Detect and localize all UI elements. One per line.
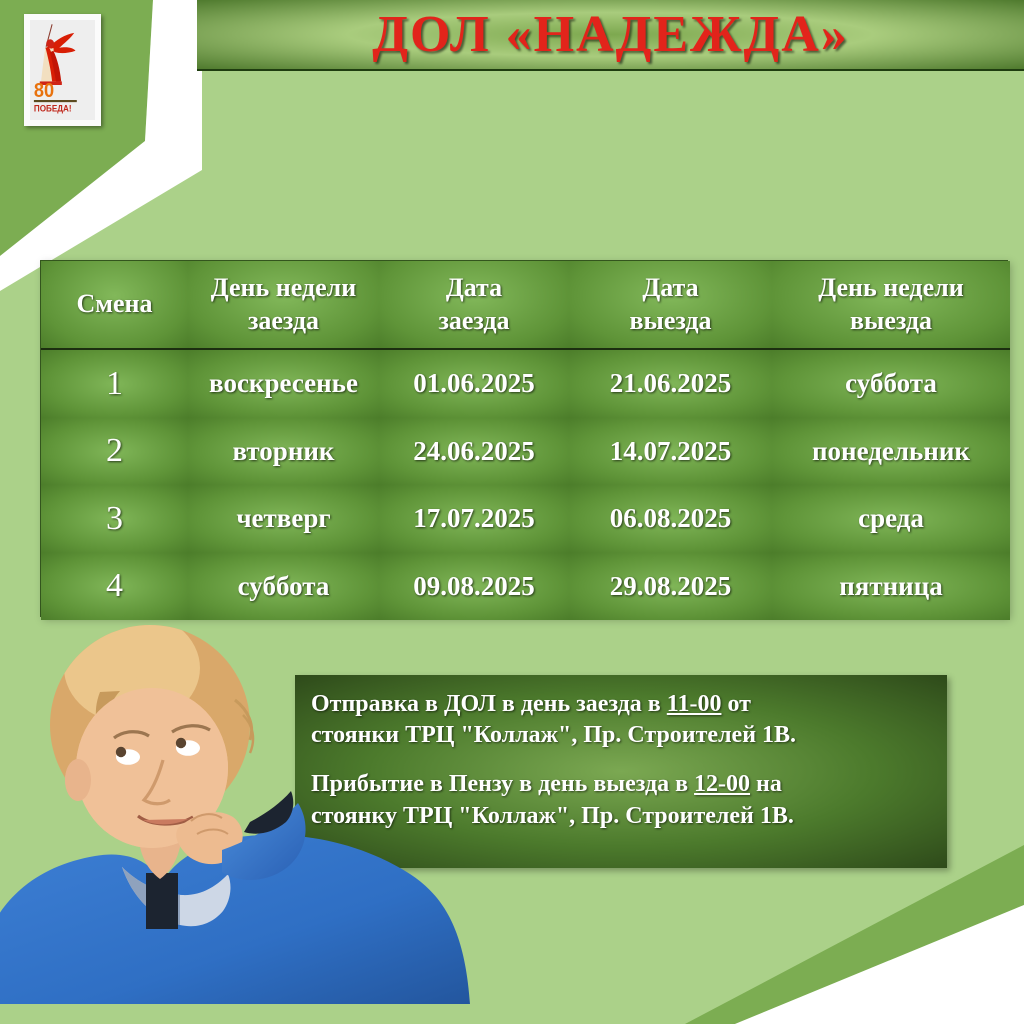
svg-text:ПОБЕДА!: ПОБЕДА! xyxy=(34,103,72,113)
svg-text:80: 80 xyxy=(34,80,54,102)
